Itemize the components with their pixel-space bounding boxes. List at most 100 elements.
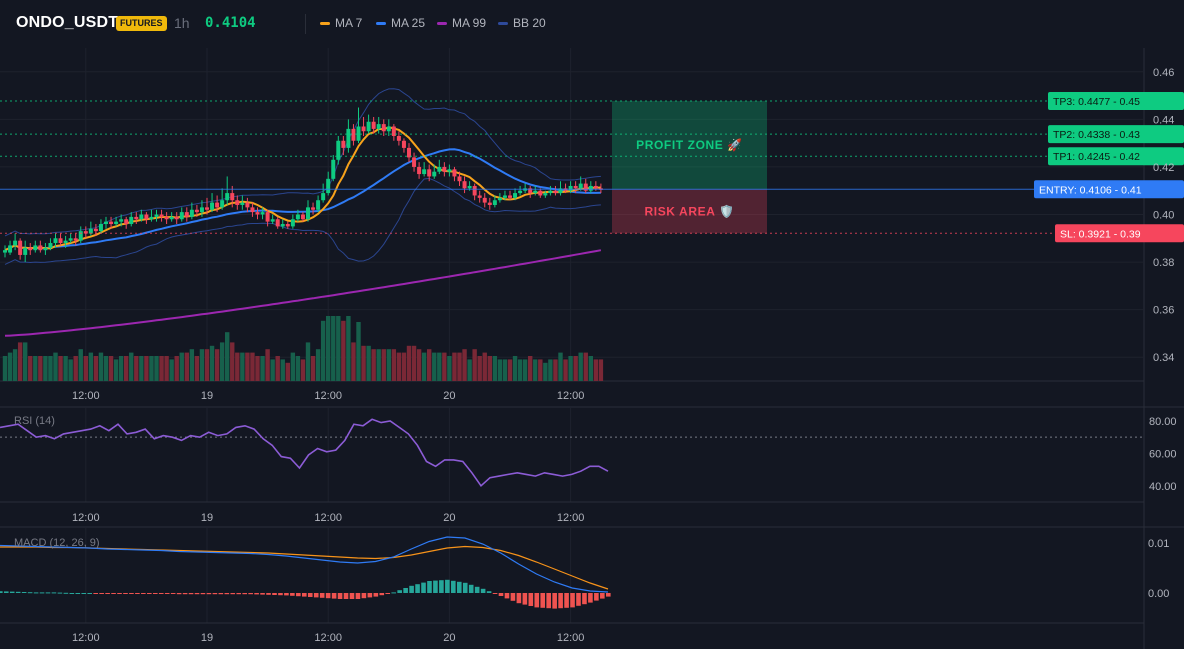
macd-histogram-bar xyxy=(21,592,27,593)
candle-body xyxy=(295,214,300,220)
volume-bar xyxy=(209,345,215,381)
volume-bar xyxy=(83,356,88,381)
candle-body xyxy=(194,209,199,213)
macd-histogram-bar xyxy=(230,593,236,595)
level-tag-label: TP2: 0.4338 - 0.43 xyxy=(1053,129,1140,141)
volume-bar xyxy=(214,349,220,381)
macd-histogram-bar xyxy=(93,593,98,594)
macd-histogram-bar xyxy=(99,593,104,594)
candle-body xyxy=(583,183,588,191)
ma7-line xyxy=(4,126,601,252)
macd-title: MACD (12, 26, 9) xyxy=(14,537,100,549)
candle-body xyxy=(210,202,215,210)
candle-body xyxy=(336,140,341,160)
candle-body xyxy=(321,193,326,201)
macd-histogram-bar xyxy=(200,593,206,595)
macd-histogram-bar xyxy=(319,593,325,598)
candle-body xyxy=(381,124,386,132)
candle-body xyxy=(179,212,184,220)
volume-bar xyxy=(129,352,134,381)
volume-bar xyxy=(300,359,306,381)
volume-bar xyxy=(442,352,447,381)
candle-body xyxy=(422,169,427,175)
macd-histogram-bar xyxy=(451,580,456,593)
volume-bar xyxy=(457,352,462,381)
volume-bar xyxy=(285,362,290,381)
candle-body xyxy=(124,219,129,225)
candle-body xyxy=(346,128,351,148)
volume-bar xyxy=(568,356,573,381)
macd-histogram-bar xyxy=(492,593,498,594)
volume-bar xyxy=(502,359,508,381)
volume-bar xyxy=(497,359,503,381)
macd-histogram-bar xyxy=(87,593,93,594)
macd-signal-line xyxy=(0,545,609,590)
candle-body xyxy=(513,193,518,198)
volume-bar xyxy=(341,320,346,381)
candle-body xyxy=(28,247,33,251)
macd-histogram-bar xyxy=(123,593,128,594)
volume-bar xyxy=(33,356,38,381)
legend-ma25[interactable]: MA 25 xyxy=(376,16,425,30)
macd-histogram-bar xyxy=(498,593,504,596)
volume-bar xyxy=(154,356,159,381)
volume-bar xyxy=(416,349,422,381)
volume-bar xyxy=(260,356,265,381)
volume-bar xyxy=(593,359,599,381)
candle-body xyxy=(18,240,23,255)
macd-histogram-bar xyxy=(33,592,39,594)
ma25-line xyxy=(4,148,601,252)
candle-body xyxy=(376,124,381,129)
volume-bar xyxy=(386,349,391,381)
candle-body xyxy=(154,214,159,217)
chart-header: ONDO_USDT FUTURES 1h 0.4104 MA 7 MA 25 M… xyxy=(0,0,1184,48)
legend-bb20[interactable]: BB 20 xyxy=(498,16,546,30)
candle-body xyxy=(412,157,417,167)
candle-body xyxy=(432,171,437,177)
macd-histogram-bar xyxy=(45,592,51,594)
candle-body xyxy=(230,193,235,201)
interval-selector[interactable]: 1h xyxy=(174,15,190,31)
trade-levels: TP3: 0.4477 - 0.45 TP2: 0.4338 - 0.43 TP1:… xyxy=(0,92,1184,243)
macd-histogram-bar xyxy=(236,593,242,595)
macd-histogram-bar xyxy=(439,580,444,593)
macd-histogram-bar xyxy=(343,593,349,599)
candle-body xyxy=(452,169,457,177)
candle-body xyxy=(558,188,563,194)
candle-body xyxy=(189,209,194,217)
volume-bar xyxy=(401,352,407,381)
symbol-title[interactable]: ONDO_USDT xyxy=(16,14,119,31)
candle-body xyxy=(265,212,270,222)
candle-body xyxy=(477,195,482,198)
volume-bar xyxy=(447,356,452,381)
candle-body xyxy=(467,185,472,189)
macd-histogram-bar xyxy=(284,593,289,596)
time-tick-label: 20 xyxy=(443,512,455,524)
volume-bar xyxy=(219,342,225,381)
rsi-tick-label: 40.00 xyxy=(1149,481,1177,493)
candle-body xyxy=(341,140,346,148)
macd-histogram-bar xyxy=(141,593,146,594)
volume-bar xyxy=(528,356,533,381)
level-tag xyxy=(1048,147,1184,166)
time-tick-label: 12:00 xyxy=(314,632,342,644)
level-tag xyxy=(1034,180,1184,199)
legend-bb20-label: BB 20 xyxy=(513,16,546,30)
candle-body xyxy=(53,238,58,244)
volume-bar xyxy=(588,356,593,381)
candle-body xyxy=(88,228,93,234)
candle-body xyxy=(184,212,189,217)
legend-ma99[interactable]: MA 99 xyxy=(437,16,486,30)
volume-bar xyxy=(427,349,432,381)
volume-bar xyxy=(73,356,78,381)
price-tick-label: 0.40 xyxy=(1153,210,1174,222)
candle-body xyxy=(366,121,371,132)
volume-bar xyxy=(179,352,184,381)
volume-bar xyxy=(366,345,371,381)
volume-bar xyxy=(548,359,553,381)
volume-bar xyxy=(315,349,321,381)
legend-ma7[interactable]: MA 7 xyxy=(320,16,362,30)
bb-lower-line xyxy=(4,177,601,265)
candle-body xyxy=(139,214,144,220)
